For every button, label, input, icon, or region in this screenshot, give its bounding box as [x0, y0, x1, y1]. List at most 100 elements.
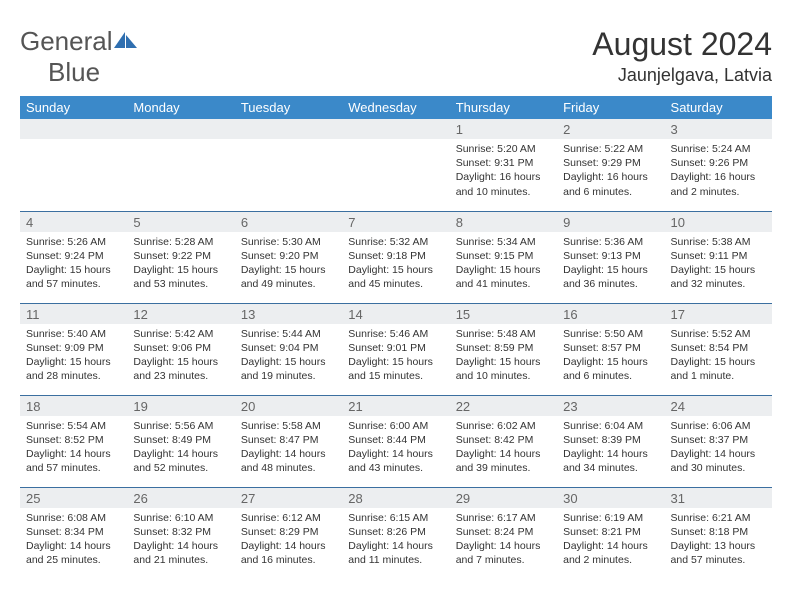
- day-details: Sunrise: 5:24 AMSunset: 9:26 PMDaylight:…: [665, 139, 772, 203]
- day-number: 11: [20, 304, 127, 324]
- daylight-line: Daylight: 15 hours and 41 minutes.: [456, 263, 551, 291]
- sunrise-line: Sunrise: 5:54 AM: [26, 419, 121, 433]
- sunset-line: Sunset: 9:04 PM: [241, 341, 336, 355]
- daylight-line: Daylight: 16 hours and 2 minutes.: [671, 170, 766, 198]
- day-details: Sunrise: 5:28 AMSunset: 9:22 PMDaylight:…: [127, 232, 234, 296]
- calendar-cell: 31Sunrise: 6:21 AMSunset: 8:18 PMDayligh…: [665, 487, 772, 579]
- daylight-line: Daylight: 15 hours and 53 minutes.: [133, 263, 228, 291]
- day-number: 8: [450, 212, 557, 232]
- day-number: 27: [235, 488, 342, 508]
- day-details: Sunrise: 6:00 AMSunset: 8:44 PMDaylight:…: [342, 416, 449, 480]
- daylight-line: Daylight: 14 hours and 2 minutes.: [563, 539, 658, 567]
- calendar-cell: [20, 119, 127, 211]
- sunset-line: Sunset: 8:44 PM: [348, 433, 443, 447]
- sunrise-line: Sunrise: 5:42 AM: [133, 327, 228, 341]
- sunrise-line: Sunrise: 5:50 AM: [563, 327, 658, 341]
- sunrise-line: Sunrise: 6:02 AM: [456, 419, 551, 433]
- day-details: Sunrise: 5:38 AMSunset: 9:11 PMDaylight:…: [665, 232, 772, 296]
- day-number: [235, 119, 342, 139]
- sunrise-line: Sunrise: 5:24 AM: [671, 142, 766, 156]
- sunset-line: Sunset: 9:29 PM: [563, 156, 658, 170]
- dow-header: Friday: [557, 96, 664, 119]
- day-number: 28: [342, 488, 449, 508]
- daylight-line: Daylight: 15 hours and 10 minutes.: [456, 355, 551, 383]
- day-number: 30: [557, 488, 664, 508]
- sunset-line: Sunset: 9:01 PM: [348, 341, 443, 355]
- sunrise-line: Sunrise: 6:12 AM: [241, 511, 336, 525]
- calendar-cell: 17Sunrise: 5:52 AMSunset: 8:54 PMDayligh…: [665, 303, 772, 395]
- daylight-line: Daylight: 14 hours and 21 minutes.: [133, 539, 228, 567]
- calendar-week: 1Sunrise: 5:20 AMSunset: 9:31 PMDaylight…: [20, 119, 772, 211]
- calendar-week: 11Sunrise: 5:40 AMSunset: 9:09 PMDayligh…: [20, 303, 772, 395]
- calendar-cell: 11Sunrise: 5:40 AMSunset: 9:09 PMDayligh…: [20, 303, 127, 395]
- sunrise-line: Sunrise: 5:32 AM: [348, 235, 443, 249]
- day-number: 17: [665, 304, 772, 324]
- location-label: Jaunjelgava, Latvia: [592, 65, 772, 86]
- sunrise-line: Sunrise: 6:21 AM: [671, 511, 766, 525]
- daylight-line: Daylight: 15 hours and 36 minutes.: [563, 263, 658, 291]
- calendar-cell: 23Sunrise: 6:04 AMSunset: 8:39 PMDayligh…: [557, 395, 664, 487]
- calendar-cell: 30Sunrise: 6:19 AMSunset: 8:21 PMDayligh…: [557, 487, 664, 579]
- day-number: 15: [450, 304, 557, 324]
- day-details: Sunrise: 5:44 AMSunset: 9:04 PMDaylight:…: [235, 324, 342, 388]
- calendar-cell: 29Sunrise: 6:17 AMSunset: 8:24 PMDayligh…: [450, 487, 557, 579]
- brand-name-b: Blue: [48, 57, 100, 87]
- day-number: 10: [665, 212, 772, 232]
- calendar-week: 4Sunrise: 5:26 AMSunset: 9:24 PMDaylight…: [20, 211, 772, 303]
- sunset-line: Sunset: 9:22 PM: [133, 249, 228, 263]
- calendar-cell: 21Sunrise: 6:00 AMSunset: 8:44 PMDayligh…: [342, 395, 449, 487]
- day-details: Sunrise: 6:15 AMSunset: 8:26 PMDaylight:…: [342, 508, 449, 572]
- sunset-line: Sunset: 8:26 PM: [348, 525, 443, 539]
- day-details: Sunrise: 5:34 AMSunset: 9:15 PMDaylight:…: [450, 232, 557, 296]
- daylight-line: Daylight: 15 hours and 23 minutes.: [133, 355, 228, 383]
- sunrise-line: Sunrise: 5:38 AM: [671, 235, 766, 249]
- day-details: Sunrise: 5:50 AMSunset: 8:57 PMDaylight:…: [557, 324, 664, 388]
- calendar-cell: 9Sunrise: 5:36 AMSunset: 9:13 PMDaylight…: [557, 211, 664, 303]
- calendar-cell: 5Sunrise: 5:28 AMSunset: 9:22 PMDaylight…: [127, 211, 234, 303]
- sunset-line: Sunset: 9:31 PM: [456, 156, 551, 170]
- sunset-line: Sunset: 9:11 PM: [671, 249, 766, 263]
- day-details: Sunrise: 6:02 AMSunset: 8:42 PMDaylight:…: [450, 416, 557, 480]
- calendar-cell: 8Sunrise: 5:34 AMSunset: 9:15 PMDaylight…: [450, 211, 557, 303]
- calendar-cell: 14Sunrise: 5:46 AMSunset: 9:01 PMDayligh…: [342, 303, 449, 395]
- day-number: [20, 119, 127, 139]
- sunset-line: Sunset: 9:18 PM: [348, 249, 443, 263]
- sunset-line: Sunset: 8:47 PM: [241, 433, 336, 447]
- day-number: [342, 119, 449, 139]
- day-number: 29: [450, 488, 557, 508]
- day-details: Sunrise: 5:46 AMSunset: 9:01 PMDaylight:…: [342, 324, 449, 388]
- daylight-line: Daylight: 14 hours and 30 minutes.: [671, 447, 766, 475]
- daylight-line: Daylight: 14 hours and 57 minutes.: [26, 447, 121, 475]
- day-details: Sunrise: 5:48 AMSunset: 8:59 PMDaylight:…: [450, 324, 557, 388]
- day-number: 13: [235, 304, 342, 324]
- dow-header: Tuesday: [235, 96, 342, 119]
- day-details: Sunrise: 6:10 AMSunset: 8:32 PMDaylight:…: [127, 508, 234, 572]
- calendar-cell: 24Sunrise: 6:06 AMSunset: 8:37 PMDayligh…: [665, 395, 772, 487]
- calendar-cell: 15Sunrise: 5:48 AMSunset: 8:59 PMDayligh…: [450, 303, 557, 395]
- brand-logo: General Blue: [20, 26, 139, 88]
- calendar-body: 1Sunrise: 5:20 AMSunset: 9:31 PMDaylight…: [20, 119, 772, 579]
- day-details: Sunrise: 6:17 AMSunset: 8:24 PMDaylight:…: [450, 508, 557, 572]
- calendar-cell: 25Sunrise: 6:08 AMSunset: 8:34 PMDayligh…: [20, 487, 127, 579]
- day-number: 31: [665, 488, 772, 508]
- day-details: Sunrise: 5:36 AMSunset: 9:13 PMDaylight:…: [557, 232, 664, 296]
- sunrise-line: Sunrise: 5:36 AM: [563, 235, 658, 249]
- day-details: Sunrise: 6:21 AMSunset: 8:18 PMDaylight:…: [665, 508, 772, 572]
- daylight-line: Daylight: 14 hours and 16 minutes.: [241, 539, 336, 567]
- day-number: 20: [235, 396, 342, 416]
- day-number: 3: [665, 119, 772, 139]
- sunset-line: Sunset: 8:39 PM: [563, 433, 658, 447]
- day-number: 16: [557, 304, 664, 324]
- sunset-line: Sunset: 8:18 PM: [671, 525, 766, 539]
- sunset-line: Sunset: 8:37 PM: [671, 433, 766, 447]
- calendar-cell: 2Sunrise: 5:22 AMSunset: 9:29 PMDaylight…: [557, 119, 664, 211]
- sunset-line: Sunset: 8:34 PM: [26, 525, 121, 539]
- daylight-line: Daylight: 15 hours and 6 minutes.: [563, 355, 658, 383]
- daylight-line: Daylight: 14 hours and 43 minutes.: [348, 447, 443, 475]
- sunset-line: Sunset: 8:57 PM: [563, 341, 658, 355]
- day-details: Sunrise: 6:19 AMSunset: 8:21 PMDaylight:…: [557, 508, 664, 572]
- sunset-line: Sunset: 9:24 PM: [26, 249, 121, 263]
- daylight-line: Daylight: 14 hours and 34 minutes.: [563, 447, 658, 475]
- sunset-line: Sunset: 9:09 PM: [26, 341, 121, 355]
- daylight-line: Daylight: 13 hours and 57 minutes.: [671, 539, 766, 567]
